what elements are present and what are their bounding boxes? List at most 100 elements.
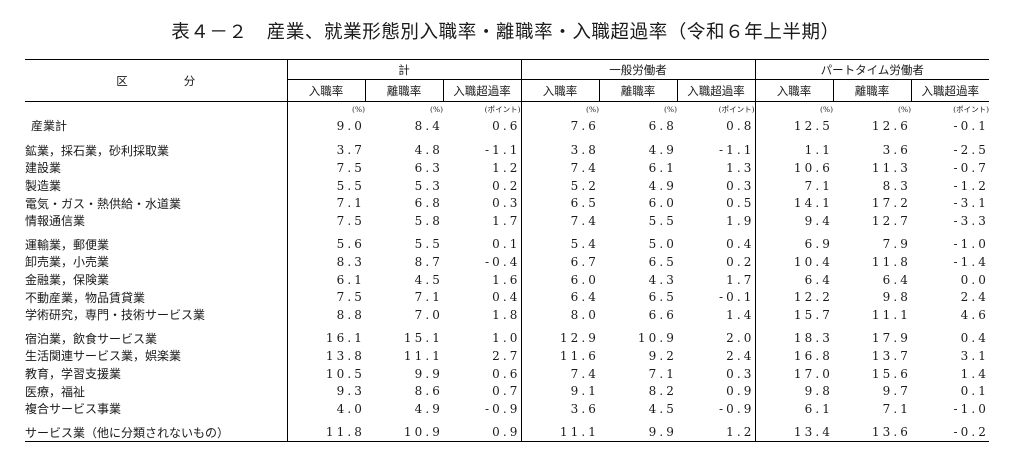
value-cell: 13.7 — [871, 348, 912, 363]
value-cell: 6.6 — [648, 307, 678, 322]
value-cell: -3.3 — [953, 213, 990, 228]
value-cell: 0.9 — [726, 384, 755, 399]
industry-label: サービス業（他に分類されないもの） — [25, 423, 287, 443]
table-title: 表４－２ 産業、就業形態別入職率・離職率・入職超過率（令和６年上半期） — [171, 22, 840, 43]
value-cell: 9.8 — [754, 382, 834, 400]
industry-label: 製造業 — [25, 179, 62, 194]
value-cell: 7.1 — [286, 194, 365, 212]
value-cell: 7.4 — [520, 211, 600, 230]
table-row: 不動産業，物品賃貸業 7.5 7.1 0.4 6.4 6.5 -0.1 12.2 9.8 2.4 — [25, 288, 989, 306]
value-cell: 0.6 — [492, 366, 521, 381]
value-cell: 0.0 — [960, 272, 990, 287]
value-cell: 3.6 — [520, 399, 600, 418]
value-cell: 4.9 — [414, 401, 443, 416]
value-cell: 6.5 — [520, 194, 600, 212]
value-cell: 4.0 — [286, 399, 365, 418]
table-row: 金融業，保険業 6.1 4.5 1.6 6.0 4.3 1.7 6.4 6.4 0.0 — [25, 270, 990, 289]
unit-label: (%) — [754, 101, 834, 117]
value-cell: 7.4 — [520, 159, 600, 177]
value-cell: -1.2 — [953, 178, 990, 193]
spacer-row — [25, 229, 989, 236]
value-cell: 3.6 — [882, 143, 912, 158]
col-header-separation-rate: 離職率 — [832, 79, 912, 102]
value-cell: 5.4 — [520, 235, 600, 254]
value-cell: 5.5 — [286, 176, 365, 195]
unit-label: (%) — [286, 101, 365, 117]
col-header-excess-rate: 入職超過率 — [676, 79, 756, 102]
value-cell: 0.3 — [492, 196, 521, 211]
table-row: サービス業（他に分類されないもの） 11.8 10.9 0.9 11.1 9.9 1.2 13… — [25, 423, 990, 443]
value-cell: 14.1 — [754, 194, 834, 212]
industry-label: 運輸業，郵便業 — [25, 237, 110, 252]
value-cell: 11.6 — [520, 347, 600, 365]
value-cell: 7.1 — [648, 366, 678, 381]
value-cell: 10.9 — [637, 331, 678, 346]
col-header-entry-rate: 入職率 — [520, 79, 600, 102]
col-header-separation-rate: 離職率 — [364, 79, 443, 102]
industry-label: 金融業，保険業 — [25, 273, 110, 288]
value-cell: 9.1 — [520, 382, 600, 400]
value-cell: 16.1 — [286, 329, 365, 348]
value-cell: -2.5 — [953, 143, 990, 158]
value-cell: 7.5 — [286, 211, 365, 230]
value-cell: 12.9 — [520, 329, 600, 348]
value-cell: 6.4 — [754, 270, 834, 289]
value-cell: 0.2 — [726, 254, 755, 269]
value-cell: 9.9 — [599, 423, 678, 443]
value-cell: 1.7 — [726, 272, 755, 287]
value-cell: 0.3 — [726, 366, 755, 381]
col-header-excess-rate: 入職超過率 — [442, 79, 522, 102]
value-cell: 4.9 — [648, 178, 678, 193]
value-cell: 3.7 — [286, 141, 365, 160]
value-cell: 11.8 — [871, 254, 912, 269]
value-cell: 7.4 — [520, 364, 600, 383]
spacer-row — [25, 417, 989, 424]
value-cell: 8.3 — [286, 253, 365, 271]
col-header-separation-rate: 離職率 — [598, 79, 678, 102]
industry-label: 産業計 — [31, 119, 68, 134]
group-header-general: 一般労働者 — [520, 59, 756, 80]
value-cell: 9.8 — [882, 290, 912, 305]
value-cell: 10.9 — [365, 423, 443, 443]
value-cell: 12.6 — [871, 118, 912, 133]
value-cell: 8.0 — [520, 305, 600, 324]
kubun-header: 区分 — [25, 59, 287, 102]
value-cell: -3.1 — [953, 196, 990, 211]
value-cell: 8.4 — [414, 118, 443, 133]
table-row: 卸売業，小売業 8.3 8.7 -0.4 6.7 6.5 0.2 10.4 11.8 -1.4 — [25, 253, 989, 271]
value-cell: 6.0 — [520, 270, 600, 289]
value-cell: 6.0 — [648, 196, 678, 211]
value-cell: 0.7 — [492, 384, 521, 399]
table-row: 医療，福祉 9.3 8.6 0.7 9.1 8.2 0.9 9.8 9.7 0.1 — [25, 382, 989, 400]
value-cell: 4.5 — [648, 401, 678, 416]
value-cell: 0.1 — [960, 384, 990, 399]
unit-row: (%) (%) (ポイント) (%) (%) (ポイント) (%) (%) (ポ… — [25, 101, 989, 117]
industry-label: 学術研究，専門・技術サービス業 — [25, 308, 206, 323]
value-cell: 4.5 — [414, 272, 443, 287]
industry-label: 情報通信業 — [25, 214, 86, 229]
value-cell: -0.9 — [718, 401, 755, 416]
table-row: 生活関連サービス業，娯楽業 13.8 11.1 2.7 11.6 9.2 2.4 16.8 13… — [25, 347, 989, 365]
value-cell: 0.4 — [492, 290, 521, 305]
value-cell: 0.1 — [492, 237, 521, 252]
col-header-entry-rate: 入職率 — [754, 79, 834, 102]
value-cell: 5.2 — [520, 176, 600, 195]
value-cell: 7.6 — [520, 117, 600, 135]
value-cell: 9.7 — [882, 384, 912, 399]
value-cell: 0.4 — [726, 237, 755, 252]
value-cell: 9.3 — [286, 382, 365, 400]
value-cell: 11.8 — [286, 423, 365, 443]
value-cell: 8.2 — [648, 384, 678, 399]
value-cell: 16.8 — [754, 347, 834, 365]
value-cell: 1.9 — [726, 213, 755, 228]
value-cell: 0.4 — [960, 331, 990, 346]
value-cell: -1.1 — [484, 143, 521, 158]
value-cell: 6.1 — [754, 399, 834, 418]
value-cell: 2.7 — [492, 348, 521, 363]
value-cell: 1.2 — [677, 423, 756, 443]
col-header-entry-rate: 入職率 — [286, 79, 365, 102]
value-cell: 9.0 — [286, 117, 365, 135]
value-cell: 13.4 — [754, 423, 834, 443]
value-cell: 9.2 — [648, 348, 678, 363]
value-cell: 13.6 — [833, 423, 912, 443]
